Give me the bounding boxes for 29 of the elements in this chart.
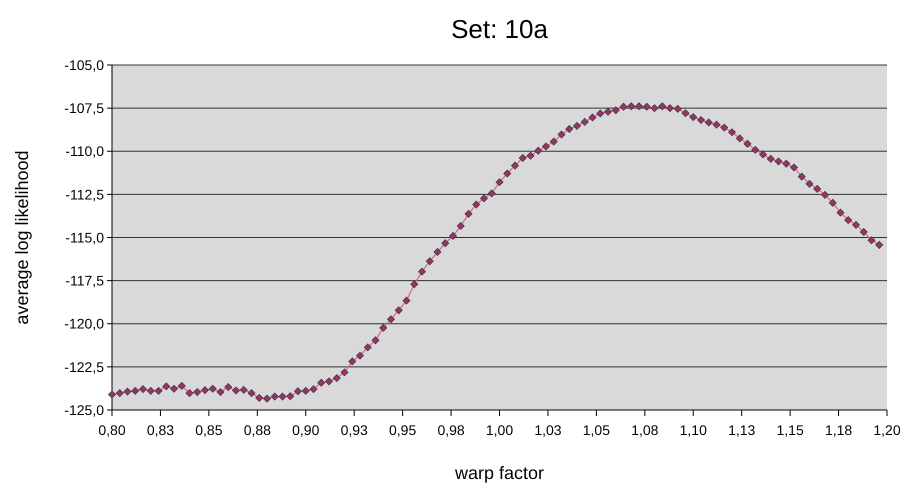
y-tick-label: -112,5 xyxy=(65,186,104,202)
x-tick-label: 1,03 xyxy=(534,422,562,438)
x-tick-label: 1,18 xyxy=(824,422,852,438)
x-tick-label: 0,93 xyxy=(340,422,368,438)
y-tick-label: -117,5 xyxy=(65,272,104,289)
y-axis-title: average log likelihood xyxy=(12,150,32,325)
x-tick-label: 0,85 xyxy=(195,422,223,438)
x-tick-label: 0,80 xyxy=(98,422,126,438)
y-tick-label: -120,0 xyxy=(64,316,104,332)
x-axis-title: warp factor xyxy=(454,463,544,483)
x-tick-label: 0,83 xyxy=(146,422,174,438)
y-tick-label: -110,0 xyxy=(65,143,104,160)
y-tick-label: -107,5 xyxy=(64,100,104,116)
x-tick-label: 1,08 xyxy=(631,422,659,438)
x-tick-label: 0,95 xyxy=(389,422,416,438)
y-tick-label: -122,5 xyxy=(64,358,104,375)
y-tick-label: -105,0 xyxy=(64,56,104,73)
x-tick-label: 0,98 xyxy=(437,422,465,438)
x-tick-label: 0,88 xyxy=(244,422,272,438)
x-tick-label: 1,13 xyxy=(728,422,756,438)
x-tick-label: 1,00 xyxy=(486,422,514,438)
x-tick-label: 0,90 xyxy=(292,422,320,438)
y-tick-label: -125,0 xyxy=(64,402,104,418)
x-tick-label: 1,15 xyxy=(776,422,804,438)
x-tick-label: 1,20 xyxy=(873,422,901,438)
chart-title: Set: 10a xyxy=(451,14,548,44)
x-tick-label: 1,05 xyxy=(582,422,610,438)
x-tick-label: 1,10 xyxy=(680,422,708,438)
y-tick-label: -115,0 xyxy=(65,229,104,246)
